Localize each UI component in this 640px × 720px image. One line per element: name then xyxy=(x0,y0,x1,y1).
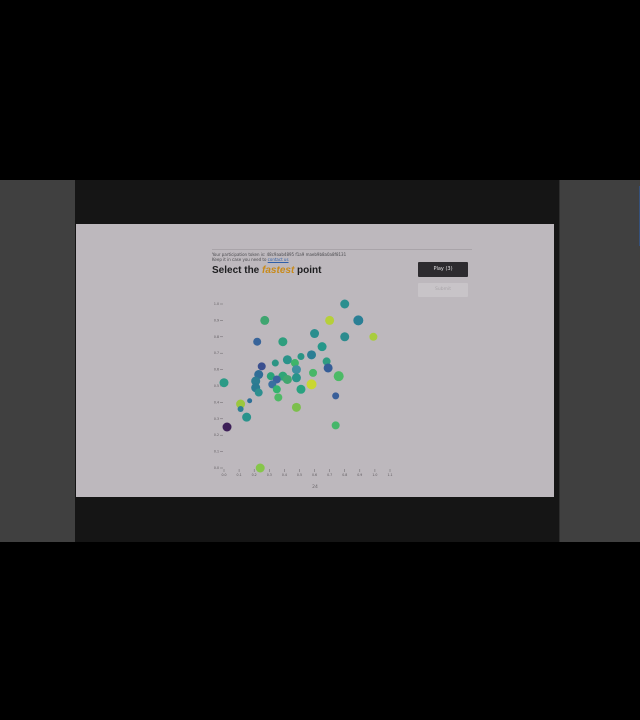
scatter-point[interactable] xyxy=(271,359,279,367)
task-title-suffix: point xyxy=(294,265,322,276)
x-tick-label: 0.0 xyxy=(221,473,226,477)
scatter-point[interactable] xyxy=(322,357,331,366)
y-tick-label: 0.2 xyxy=(214,433,219,437)
x-tick-label: 1.0 xyxy=(372,473,377,477)
scatter-point[interactable] xyxy=(291,365,301,375)
scatter-point[interactable] xyxy=(323,363,333,373)
y-tick-label: 1.0 xyxy=(214,302,219,306)
letterbox-top xyxy=(0,0,640,180)
participation-note-text: Keep it in case you need to xyxy=(212,257,268,262)
scatter-point[interactable] xyxy=(282,374,292,384)
x-tick-label: 0.6 xyxy=(312,473,317,477)
scatter-point[interactable] xyxy=(333,371,344,382)
y-tick-label: 0.6 xyxy=(214,368,219,372)
scatter-point[interactable] xyxy=(251,376,261,386)
scatter-point[interactable] xyxy=(331,421,340,430)
submit-button[interactable]: Submit xyxy=(418,283,468,297)
scatter-point[interactable] xyxy=(310,329,320,339)
scatter-point[interactable] xyxy=(237,405,244,412)
participation-note: Keep it in case you need to contact us xyxy=(212,257,346,262)
scatter-point[interactable] xyxy=(219,378,229,388)
y-tick-label: 0.9 xyxy=(214,318,219,322)
x-tick-label: 0.5 xyxy=(297,473,302,477)
scatter-point[interactable] xyxy=(254,388,263,397)
x-tick-label: 0.4 xyxy=(282,473,287,477)
scatter-point[interactable] xyxy=(297,352,305,360)
task-title-keyword: fastest xyxy=(262,265,295,276)
y-tick-label: 0.8 xyxy=(214,335,219,339)
scatter-point[interactable] xyxy=(257,362,266,371)
scatter-point[interactable] xyxy=(291,373,301,383)
left-desktop-panel xyxy=(0,180,75,542)
y-tick-label: 0.3 xyxy=(214,417,219,421)
scatter-point[interactable] xyxy=(291,402,301,412)
play-button[interactable]: Play (3) xyxy=(418,262,468,277)
scatter-point[interactable] xyxy=(306,379,317,390)
scatter-point[interactable] xyxy=(260,315,270,325)
right-desktop-panel xyxy=(559,180,640,542)
contact-link[interactable]: contact us xyxy=(267,257,289,262)
scatter-point[interactable] xyxy=(278,337,288,347)
x-tick-label: 0.3 xyxy=(267,473,272,477)
scatter-point[interactable] xyxy=(255,463,265,473)
scatter-plot: 0.0 0.1 0.2 0.3 0.4 0.5 0.6 0.7 0.8 0.9 1.0 0.0 0.1 0… xyxy=(214,299,393,477)
scatter-point[interactable] xyxy=(332,392,340,400)
scatter-point[interactable] xyxy=(253,337,262,346)
scatter-point[interactable] xyxy=(340,299,350,309)
x-tick-label: 0.2 xyxy=(252,473,257,477)
task-title-prefix: Select the xyxy=(212,265,263,276)
letterbox-bottom xyxy=(0,542,640,720)
scatter-point[interactable] xyxy=(309,368,318,377)
experiment-page: Your participation token is: 48c9aab4895… xyxy=(76,224,554,497)
y-tick-label: 0.4 xyxy=(214,400,219,404)
scatter-point[interactable] xyxy=(266,372,275,381)
y-tick-label: 0.1 xyxy=(214,450,219,454)
scatter-point[interactable] xyxy=(272,385,281,394)
scatter-point[interactable] xyxy=(236,399,246,409)
scatter-point[interactable] xyxy=(247,398,253,404)
participation-token: Your participation token is: 48c9aab4895… xyxy=(212,252,347,257)
x-tick-label: 0.8 xyxy=(342,473,347,477)
scatter-point[interactable] xyxy=(242,412,252,422)
x-tick-label: 0.9 xyxy=(357,473,362,477)
scatter-point[interactable] xyxy=(317,342,327,352)
participation-info: Your participation token is: 48c9aab4895… xyxy=(212,252,346,262)
y-tick-label: 0.0 xyxy=(214,466,219,470)
scatter-point[interactable] xyxy=(340,332,350,342)
scatter-point[interactable] xyxy=(296,384,306,394)
page-number: 24 xyxy=(312,485,318,490)
task-title: Select the fastest point xyxy=(212,265,322,276)
scatter-point[interactable] xyxy=(282,355,292,365)
x-tick-label: 0.1 xyxy=(237,473,242,477)
y-tick-label: 0.7 xyxy=(214,351,219,355)
scatter-point[interactable] xyxy=(353,315,364,326)
scatter-point[interactable] xyxy=(274,393,283,402)
x-tick-label: 0.7 xyxy=(327,473,332,477)
x-tick-label: 1.1 xyxy=(387,473,392,477)
divider xyxy=(212,249,472,250)
scatter-point[interactable] xyxy=(290,359,299,368)
scatter-point[interactable] xyxy=(307,350,317,360)
scatter-point[interactable] xyxy=(369,332,378,341)
y-tick-label: 0.5 xyxy=(214,384,219,388)
scatter-point[interactable] xyxy=(222,422,232,432)
scatter-point[interactable] xyxy=(325,315,335,325)
